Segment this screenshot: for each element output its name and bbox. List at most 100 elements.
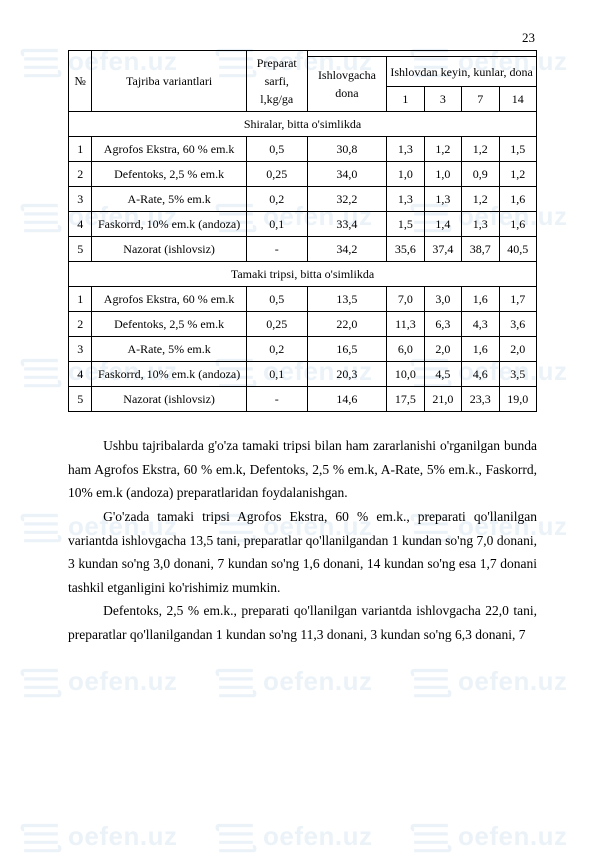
col-num: № xyxy=(69,51,92,112)
cell-d1: 1,3 xyxy=(387,187,424,212)
cell-d7: 1,2 xyxy=(462,187,499,212)
cell-d7: 0,9 xyxy=(462,162,499,187)
cell-d1: 17,5 xyxy=(387,387,424,412)
cell-d7: 4,6 xyxy=(462,362,499,387)
cell-d1: 7,0 xyxy=(387,287,424,312)
section-title: Tamaki tripsi, bitta o'simlikda xyxy=(69,262,537,287)
cell-before: 16,5 xyxy=(307,337,387,362)
cell-num: 4 xyxy=(69,362,92,387)
page-number: 23 xyxy=(68,30,537,46)
cell-d14: 1,6 xyxy=(499,212,536,237)
cell-d3: 37,4 xyxy=(424,237,461,262)
cell-variant: Nazorat (ishlovsiz) xyxy=(92,387,246,412)
cell-d7: 1,6 xyxy=(462,287,499,312)
table-row: 1Agrofos Ekstra, 60 % em.k0,530,81,31,21… xyxy=(69,137,537,162)
cell-d1: 11,3 xyxy=(387,312,424,337)
section-title: Shiralar, bitta o'simlikda xyxy=(69,112,537,137)
cell-d3: 1,2 xyxy=(424,137,461,162)
cell-num: 2 xyxy=(69,312,92,337)
cell-d14: 19,0 xyxy=(499,387,536,412)
cell-d14: 1,5 xyxy=(499,137,536,162)
cell-variant: A-Rate, 5% em.k xyxy=(92,337,246,362)
cell-d14: 3,5 xyxy=(499,362,536,387)
table-row: 2Defentoks, 2,5 % em.k0,2522,011,36,34,3… xyxy=(69,312,537,337)
cell-num: 3 xyxy=(69,187,92,212)
cell-before: 34,2 xyxy=(307,237,387,262)
cell-d3: 2,0 xyxy=(424,337,461,362)
cell-prep: 0,5 xyxy=(246,287,307,312)
col-variant: Tajriba variantlari xyxy=(92,51,246,112)
cell-num: 5 xyxy=(69,387,92,412)
paragraph: Ushbu tajribalarda g'o'za tamaki tripsi … xyxy=(68,434,537,505)
watermark: oefen.uz xyxy=(410,815,567,857)
table-row: 2Defentoks, 2,5 % em.k0,2534,01,01,00,91… xyxy=(69,162,537,187)
table-row: 1Agrofos Ekstra, 60 % em.k0,513,57,03,01… xyxy=(69,287,537,312)
col-after: Ishlovdan keyin, kunlar, dona xyxy=(387,57,537,87)
cell-d3: 1,4 xyxy=(424,212,461,237)
cell-variant: Faskorrd, 10% em.k (andoza) xyxy=(92,362,246,387)
paragraph: Defentoks, 2,5 % em.k., preparati qo'lla… xyxy=(68,599,537,646)
cell-d7: 38,7 xyxy=(462,237,499,262)
cell-d14: 1,2 xyxy=(499,162,536,187)
cell-before: 14,6 xyxy=(307,387,387,412)
cell-d7: 1,3 xyxy=(462,212,499,237)
cell-prep: 0,25 xyxy=(246,312,307,337)
cell-d1: 1,0 xyxy=(387,162,424,187)
cell-num: 1 xyxy=(69,287,92,312)
table-row: Shiralar, bitta o'simlikda xyxy=(69,112,537,137)
body-text: Ushbu tajribalarda g'o'za tamaki tripsi … xyxy=(68,434,537,647)
paragraph: G'o'zada tamaki tripsi Agrofos Ekstra, 6… xyxy=(68,505,537,600)
cell-prep: 0,2 xyxy=(246,337,307,362)
cell-d3: 3,0 xyxy=(424,287,461,312)
cell-prep: 0,2 xyxy=(246,187,307,212)
cell-num: 4 xyxy=(69,212,92,237)
cell-prep: 0,25 xyxy=(246,162,307,187)
col-day-14: 14 xyxy=(499,87,536,112)
data-table: №Tajriba variantlariPreparat sarfi, l,kg… xyxy=(68,50,537,412)
cell-d14: 3,6 xyxy=(499,312,536,337)
watermark: oefen.uz xyxy=(215,815,372,857)
cell-variant: A-Rate, 5% em.k xyxy=(92,187,246,212)
table-row: 5Nazorat (ishlovsiz)-14,617,521,023,319,… xyxy=(69,387,537,412)
table-row: 5Nazorat (ishlovsiz)-34,235,637,438,740,… xyxy=(69,237,537,262)
table-row: 3A-Rate, 5% em.k0,232,21,31,31,21,6 xyxy=(69,187,537,212)
cell-d3: 21,0 xyxy=(424,387,461,412)
cell-before: 22,0 xyxy=(307,312,387,337)
cell-before: 30,8 xyxy=(307,137,387,162)
cell-d7: 1,2 xyxy=(462,137,499,162)
cell-d7: 4,3 xyxy=(462,312,499,337)
cell-d7: 1,6 xyxy=(462,337,499,362)
table-body: №Tajriba variantlariPreparat sarfi, l,kg… xyxy=(69,51,537,412)
cell-d1: 1,3 xyxy=(387,137,424,162)
cell-variant: Defentoks, 2,5 % em.k xyxy=(92,312,246,337)
cell-prep: - xyxy=(246,237,307,262)
col-prep: Preparat sarfi, l,kg/ga xyxy=(246,51,307,112)
page-content: 23 №Tajriba variantlariPreparat sarfi, l… xyxy=(0,0,595,687)
table-row: 4Faskorrd, 10% em.k (andoza)0,133,41,51,… xyxy=(69,212,537,237)
cell-variant: Agrofos Ekstra, 60 % em.k xyxy=(92,137,246,162)
cell-d7: 23,3 xyxy=(462,387,499,412)
watermark: oefen.uz xyxy=(20,815,177,857)
cell-prep: 0,1 xyxy=(246,362,307,387)
cell-variant: Defentoks, 2,5 % em.k xyxy=(92,162,246,187)
cell-d3: 1,0 xyxy=(424,162,461,187)
cell-variant: Agrofos Ekstra, 60 % em.k xyxy=(92,287,246,312)
cell-d1: 35,6 xyxy=(387,237,424,262)
cell-variant: Nazorat (ishlovsiz) xyxy=(92,237,246,262)
cell-num: 5 xyxy=(69,237,92,262)
cell-d1: 1,5 xyxy=(387,212,424,237)
cell-prep: 0,1 xyxy=(246,212,307,237)
cell-prep: 0,5 xyxy=(246,137,307,162)
table-row: 3A-Rate, 5% em.k0,216,56,02,01,62,0 xyxy=(69,337,537,362)
cell-before: 33,4 xyxy=(307,212,387,237)
cell-before: 13,5 xyxy=(307,287,387,312)
cell-before: 20,3 xyxy=(307,362,387,387)
cell-num: 3 xyxy=(69,337,92,362)
col-day-7: 7 xyxy=(462,87,499,112)
cell-variant: Faskorrd, 10% em.k (andoza) xyxy=(92,212,246,237)
col-before: Ishlovgacha dona xyxy=(307,57,387,112)
col-day-3: 3 xyxy=(424,87,461,112)
cell-d14: 40,5 xyxy=(499,237,536,262)
cell-d14: 1,7 xyxy=(499,287,536,312)
cell-d14: 1,6 xyxy=(499,187,536,212)
